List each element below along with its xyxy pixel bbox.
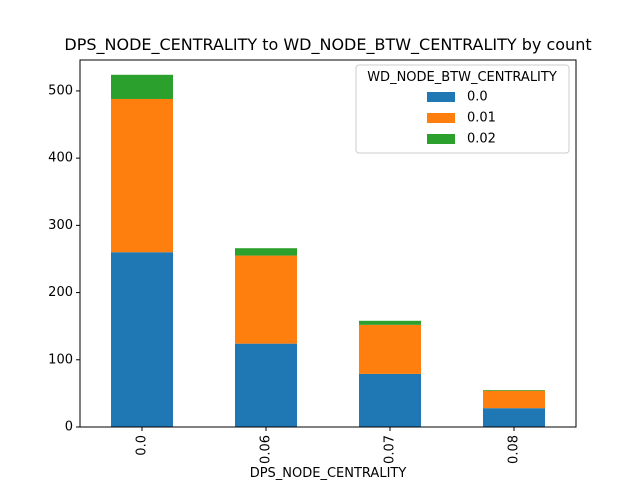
legend-label: 0.02	[467, 132, 496, 147]
bar-segment	[111, 98, 173, 253]
bar-segment	[483, 408, 545, 427]
y-tick-label: 400	[48, 151, 73, 166]
bar-segment	[483, 390, 545, 409]
bar-segment	[235, 343, 297, 427]
x-tick-label: 0.07	[383, 435, 398, 464]
legend-title: WD_NODE_BTW_CENTRALITY	[367, 70, 557, 85]
legend-label: 0.01	[467, 111, 496, 126]
bar-segment	[483, 390, 545, 391]
bar-segment	[111, 74, 173, 99]
bar-segment	[359, 324, 421, 374]
chart-title: DPS_NODE_CENTRALITY to WD_NODE_BTW_CENTR…	[64, 35, 591, 55]
x-tick-label: 0.08	[507, 435, 522, 464]
plot-area	[111, 74, 545, 427]
y-tick-label: 500	[48, 83, 73, 98]
legend-swatch	[427, 113, 455, 123]
bar-segment	[111, 252, 173, 427]
legend-swatch	[427, 92, 455, 102]
legend-box	[355, 64, 570, 154]
x-tick-label: 0.0	[135, 435, 150, 456]
legend-label: 0.0	[467, 90, 488, 105]
legend-swatch	[427, 134, 455, 144]
y-tick-label: 100	[48, 352, 73, 367]
bar-segment	[235, 255, 297, 344]
y-tick-label: 300	[48, 218, 73, 233]
y-tick-label: 200	[48, 285, 73, 300]
legend: WD_NODE_BTW_CENTRALITY 0.0 0.01 0.02	[355, 64, 570, 154]
bar-segment	[359, 373, 421, 427]
x-axis-label: DPS_NODE_CENTRALITY	[250, 466, 407, 480]
bar-segment	[235, 248, 297, 256]
bar-segment	[359, 320, 421, 325]
y-tick-label: 0	[65, 420, 73, 435]
x-tick-label: 0.06	[259, 435, 274, 464]
axes-frame	[79, 59, 577, 428]
